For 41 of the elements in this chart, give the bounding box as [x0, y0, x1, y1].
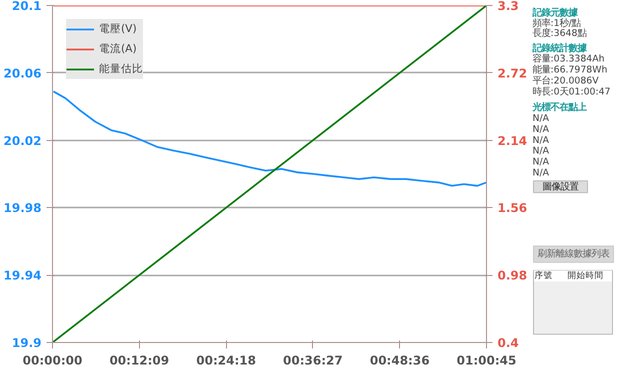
x-tick-label: 01:00:45 [456, 354, 516, 368]
y2-tick-label: 2.14 [498, 134, 528, 148]
text: 記錄元數據 [532, 7, 578, 18]
text: 序號 [534, 270, 552, 282]
y-tick-label: 20.02 [4, 134, 42, 148]
x-tick-label: 00:48:36 [370, 354, 430, 368]
legend-label: 電流(A) [99, 42, 137, 56]
x-tick-label: 00:24:18 [196, 354, 256, 368]
y2-tick-label: 3.3 [498, 0, 519, 13]
y-tick-label: 19.94 [4, 268, 42, 283]
text: 平台:20.0086V [532, 76, 600, 87]
text: N/A [532, 156, 550, 168]
x-tick-label: 00:12:09 [109, 354, 170, 368]
x-tick-label: 00:00:00 [22, 354, 82, 368]
y-tick-label: 19.9 [12, 336, 42, 350]
x-tick-label: 00:36:27 [283, 354, 343, 368]
text: 光標不在點上 [532, 102, 586, 114]
text: 記錄統計數據 [532, 42, 588, 54]
y-tick-label: 20.1 [12, 0, 42, 13]
y-tick-label: 19.98 [4, 201, 42, 216]
text: N/A [532, 124, 550, 135]
legend-label: 電壓(V) [99, 22, 137, 36]
text: 容量:03.3384Ah [532, 54, 605, 65]
text: 刷新離線數據列表 [538, 248, 610, 260]
y2-tick-label: 0.98 [498, 268, 528, 283]
y2-tick-label: 1.56 [498, 201, 528, 216]
text: N/A [532, 134, 550, 146]
text: 長度:3648點 [532, 28, 586, 40]
text: 開始時間 [568, 270, 604, 282]
text: 時長:0天01:00:47 [532, 86, 611, 98]
y2-tick-label: 0.4 [498, 336, 519, 350]
text: N/A [532, 168, 550, 179]
text: N/A [532, 146, 550, 157]
y2-tick-label: 2.72 [498, 66, 528, 80]
legend-label: 能量估比 [99, 62, 143, 76]
y-tick-label: 20.06 [4, 66, 42, 80]
text: 圖像設置 [542, 181, 578, 192]
text: N/A [532, 112, 550, 124]
text: 能量:66.7978Wh [532, 64, 608, 76]
line-series [52, 90, 486, 187]
text: 頻率:1秒/點 [532, 18, 581, 30]
